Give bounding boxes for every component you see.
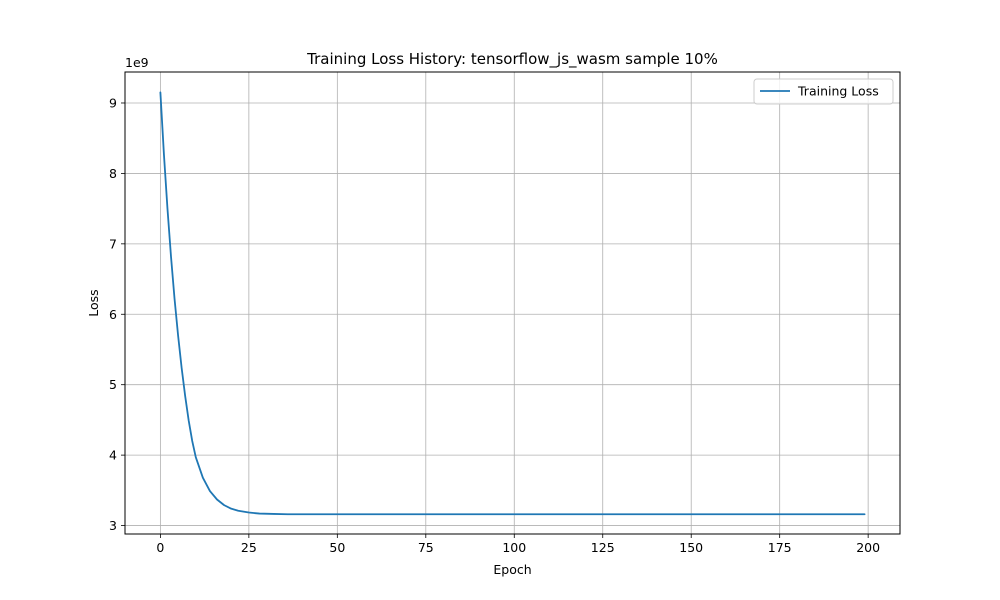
x-tick-label: 0 [156,540,164,555]
y-tick-label: 6 [109,307,117,322]
legend-box [753,78,894,105]
series-layer [159,91,866,516]
x-tick-label: 75 [418,540,434,555]
y-axis: 3 4 5 6 7 8 9 [109,95,125,533]
y-tick-label: 8 [109,166,117,181]
x-tick-label: 125 [591,540,615,555]
y-axis-label: Loss [86,289,101,316]
y-tick-label: 5 [109,377,117,392]
x-tick-label: 25 [241,540,257,555]
x-axis-label: Epoch [493,562,531,577]
x-tick-label: 175 [768,540,792,555]
y-tick-label: 9 [109,95,117,110]
legend: Training Loss [753,78,894,105]
y-tick-label: 4 [109,448,117,463]
series-line-training-loss [159,91,866,516]
x-axis: 0 25 50 75 100 125 150 175 200 [156,534,880,555]
y-tick-label: 7 [109,236,117,251]
grid [125,72,900,534]
plot-frame [124,71,901,535]
x-tick-label: 200 [856,540,880,555]
y-axis-offset-label: 1e9 [125,55,149,70]
x-tick-label: 50 [329,540,345,555]
x-tick-label: 100 [502,540,526,555]
legend-label: Training Loss [797,84,879,99]
x-tick-label: 150 [679,540,703,555]
chart-title: Training Loss History: tensorflow_js_was… [306,50,718,69]
y-tick-label: 3 [109,518,117,533]
